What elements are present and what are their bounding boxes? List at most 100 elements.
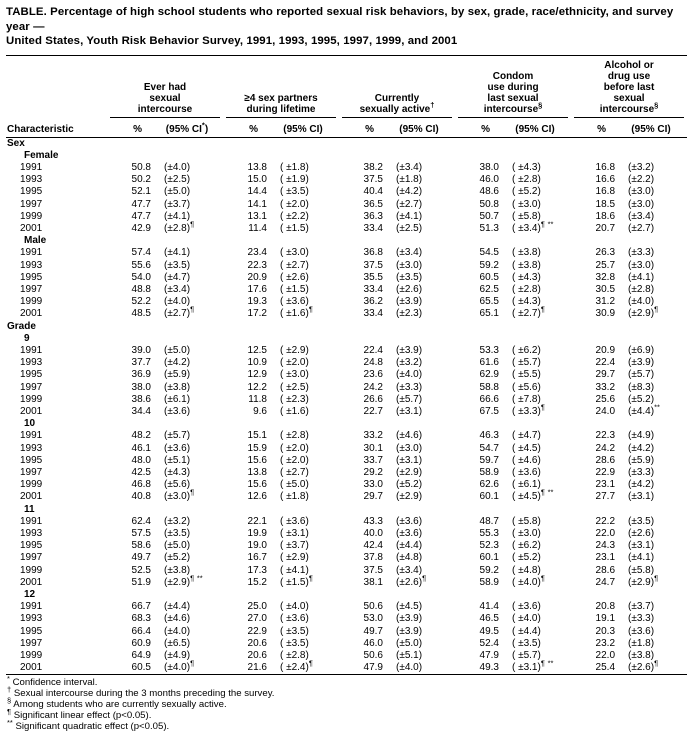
- subsection-label: 12: [24, 589, 36, 601]
- ci-cell: (±4.0): [396, 369, 423, 381]
- ci-cell: ( ±2.8): [512, 174, 541, 186]
- pct-cell: 23.1: [595, 552, 616, 564]
- ci-cell: (±3.8): [628, 650, 655, 662]
- pct-cell: 59.2: [479, 564, 499, 576]
- pct-cell: 23.1: [595, 479, 616, 491]
- ci-cell: ( ±3.8): [512, 247, 541, 259]
- table-header: Ever had sexual intercourse ≥4 sex partners…: [6, 60, 688, 138]
- ci-cell: (±2.5): [396, 222, 423, 234]
- pct-cell: 38.2: [363, 161, 383, 173]
- year-cell: 1997: [20, 283, 43, 295]
- ci-cell: (±4.2): [396, 186, 423, 198]
- pct-cell: 14.1: [247, 198, 267, 210]
- pct-cell: 24.2: [363, 381, 383, 393]
- ci-cell: ( ±2.3): [280, 393, 309, 405]
- ci-cell: (±3.4): [396, 564, 423, 576]
- table-row: 2001 40.8 (±3.0)¶ 12.6 ( ±1.8) 29.7 (±2.9) 60.1…: [6, 489, 687, 503]
- ci-cell: (±2.9)¶ **: [164, 573, 203, 588]
- pct-cell: 46.0: [479, 174, 499, 186]
- pct-cell: 35.5: [363, 271, 383, 283]
- subsection-label: 11: [24, 503, 35, 515]
- pct-cell: 48.5: [131, 308, 151, 320]
- ci-cell: (±3.2): [628, 161, 655, 173]
- pct-cell: 66.6: [479, 393, 499, 405]
- pct-cell: 62.6: [479, 479, 499, 491]
- ci-cell: (±4.8): [396, 552, 423, 564]
- ci-cell: ( ±4.5): [512, 442, 541, 454]
- column-group-header-3: Condom use during last sexual intercourse§: [455, 60, 571, 118]
- ci-cell: (±4.0): [164, 161, 191, 173]
- pct-cell: 46.3: [479, 430, 499, 442]
- pct-cell: 12.9: [247, 369, 267, 381]
- pct-cell: 23.4: [247, 247, 267, 259]
- year-cell: 1993: [20, 259, 43, 271]
- pct-cell: 13.8: [247, 466, 267, 478]
- ci-cell: (±4.2): [628, 479, 655, 491]
- table-row: 2001 51.9 (±2.9)¶ ** 15.2 ( ±1.5)¶ 38.1 (±2.6)…: [6, 573, 687, 589]
- pct-cell: 22.9: [595, 466, 616, 478]
- percent-column-header: %: [339, 117, 383, 138]
- pct-cell: 20.6: [247, 650, 267, 662]
- ci-cell: ( ±1.5): [280, 283, 309, 295]
- ci-cell: (±5.6): [164, 479, 191, 491]
- ci-cell: ( ±4.3): [512, 161, 541, 173]
- pct-cell: 21.6: [247, 662, 267, 674]
- ci-cell: (±3.9): [396, 344, 423, 356]
- pct-cell: 62.4: [131, 515, 151, 527]
- ci-cell: (±3.3): [628, 613, 655, 625]
- ci-cell: (±3.6): [164, 405, 191, 417]
- ci-cell: (±5.0): [164, 344, 191, 356]
- ci-cell: (±3.5): [164, 528, 191, 539]
- ci-cell: ( ±2.7)¶: [512, 305, 545, 320]
- pct-cell: 58.9: [479, 466, 499, 478]
- ci-cell: ( ±5.2): [512, 186, 541, 198]
- pct-cell: 25.0: [247, 601, 267, 613]
- ci-cell: (±4.0): [628, 296, 655, 308]
- pct-cell: 22.3: [247, 259, 267, 271]
- ci-cell: ( ±4.3): [512, 271, 541, 283]
- ci-cell: (±5.9): [628, 454, 655, 466]
- ci-cell: (±5.8): [628, 564, 655, 576]
- pct-cell: 22.4: [363, 344, 383, 356]
- pct-cell: 24.7: [595, 576, 616, 588]
- year-cell: 1991: [20, 247, 43, 259]
- ci-cell: (±3.5): [164, 259, 191, 271]
- ci-cell: (±5.0): [396, 637, 423, 649]
- pct-cell: 27.0: [247, 613, 267, 625]
- ci-cell: (±3.7): [164, 198, 191, 210]
- table-row: 1993 46.1 (±3.6) 15.9 ( ±2.0) 30.1 (±3.0) 54.7 (…: [6, 443, 687, 455]
- pct-cell: 37.8: [363, 552, 383, 564]
- section-label: Sex: [7, 137, 25, 149]
- ci-cell: ( ±5.7): [512, 650, 541, 662]
- ci-cell: (±3.1): [628, 491, 655, 503]
- table-row: 1997 47.7 (±3.7) 14.1 ( ±2.0) 36.5 (±2.7) 50.8 (…: [6, 199, 687, 211]
- ci-cell: ( ±3.0): [280, 247, 309, 259]
- table-title-line1: TABLE. Percentage of high school student…: [6, 6, 674, 33]
- table-row: 1997 42.5 (±4.3) 13.8 ( ±2.7) 29.2 (±2.9) 58.9 (…: [6, 467, 687, 479]
- pct-cell: 58.6: [131, 540, 151, 552]
- characteristic-column-header: Characteristic: [6, 117, 107, 138]
- pct-cell: 40.8: [131, 491, 151, 503]
- pct-cell: 50.8: [131, 161, 151, 173]
- pct-cell: 15.1: [247, 430, 267, 442]
- table-row: 1997 38.0 (±3.8) 12.2 ( ±2.5) 24.2 (±3.3) 58.8 (…: [6, 382, 687, 394]
- pct-cell: 12.5: [247, 344, 267, 356]
- ci-cell: (±4.4)**: [628, 402, 660, 417]
- year-cell: 1999: [20, 564, 43, 576]
- ci-cell: (±5.7): [164, 430, 191, 442]
- ci-cell: (±5.9): [164, 369, 191, 381]
- ci-cell: (±4.0)¶: [164, 658, 195, 674]
- year-cell: 1993: [20, 442, 43, 454]
- pct-cell: 38.0: [131, 381, 151, 393]
- column-group-title-1: ≥4 sex partners during lifetime: [226, 93, 336, 118]
- ci-cell: ( ±3.1)¶ **: [512, 658, 554, 674]
- pct-cell: 52.4: [479, 637, 499, 649]
- ci-cell: ( ±6.1): [512, 479, 541, 491]
- ci-cell: (±3.9): [396, 613, 423, 625]
- year-cell: 1993: [20, 613, 43, 625]
- table-row: 2001 42.9 (±2.8)¶ 11.4 ( ±1.5) 33.4 (±2.5) 51.3…: [6, 220, 687, 235]
- table-page: TABLE. Percentage of high school student…: [6, 6, 688, 731]
- ci-cell: ( ±2.4)¶: [280, 658, 313, 674]
- ci-cell: (±4.2): [164, 357, 191, 369]
- ci-cell: ( ±3.8): [512, 259, 541, 271]
